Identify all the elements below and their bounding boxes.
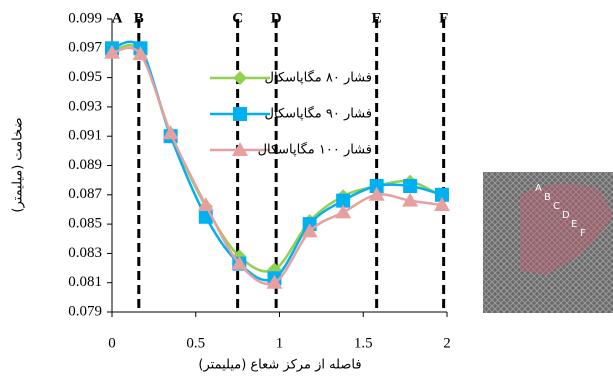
y-tick-label: 0.083 <box>68 245 102 261</box>
inset-label: A <box>535 183 542 194</box>
y-tick-label: 0.085 <box>68 216 102 232</box>
y-tick-label: 0.089 <box>68 157 102 173</box>
legend-label: فشار ۹۰ مگاپاسکال <box>265 106 372 122</box>
point <box>403 179 418 194</box>
point <box>335 204 352 219</box>
inset-label: D <box>562 210 570 221</box>
legend-label: فشار ۸۰ مگاپاسکال <box>265 70 372 86</box>
point <box>233 71 247 85</box>
point <box>301 223 318 238</box>
x-tick-label: 0.5 <box>186 335 205 351</box>
point <box>433 197 450 212</box>
y-tick-label: 0.079 <box>68 303 102 319</box>
point <box>266 274 283 289</box>
y-axis-label: ضخامت (میلیمتر) <box>11 117 26 212</box>
point <box>232 142 248 156</box>
reference-label: F <box>439 10 448 26</box>
reference-label: C <box>232 10 243 26</box>
point <box>197 197 214 212</box>
x-tick-label: 2 <box>443 335 451 351</box>
point <box>434 187 449 202</box>
y-tick-label: 0.081 <box>68 274 102 290</box>
reference-label: E <box>372 10 382 26</box>
point <box>233 107 247 121</box>
y-tick-label: 0.097 <box>68 40 102 56</box>
inset-label: B <box>544 192 551 203</box>
point <box>402 192 419 207</box>
point <box>231 255 248 270</box>
reference-label: A <box>112 10 123 26</box>
legend-label: فشار ۱۰۰ مگاپاسکال <box>258 142 372 158</box>
point <box>336 193 351 208</box>
inset-label: C <box>553 201 560 212</box>
point <box>162 125 179 140</box>
y-tick-label: 0.093 <box>68 98 102 114</box>
point <box>132 46 149 61</box>
y-tick-label: 0.099 <box>68 10 102 26</box>
y-tick-label: 0.091 <box>68 128 102 144</box>
x-tick-label: 0 <box>108 335 116 351</box>
y-tick-label: 0.087 <box>68 186 102 202</box>
inset-label: F <box>580 228 586 239</box>
y-tick-label: 0.095 <box>68 69 102 85</box>
reference-label: D <box>271 10 282 26</box>
reference-label: B <box>134 10 144 26</box>
inset-label: E <box>571 219 577 230</box>
point <box>368 186 385 201</box>
x-tick-label: 1 <box>276 335 284 351</box>
x-axis-label: فاصله از مرکز شعاع (میلیمتر) <box>198 358 361 373</box>
point <box>369 179 384 194</box>
point <box>104 44 120 59</box>
inset-image <box>483 172 613 313</box>
x-tick-label: 1.5 <box>354 335 373 351</box>
